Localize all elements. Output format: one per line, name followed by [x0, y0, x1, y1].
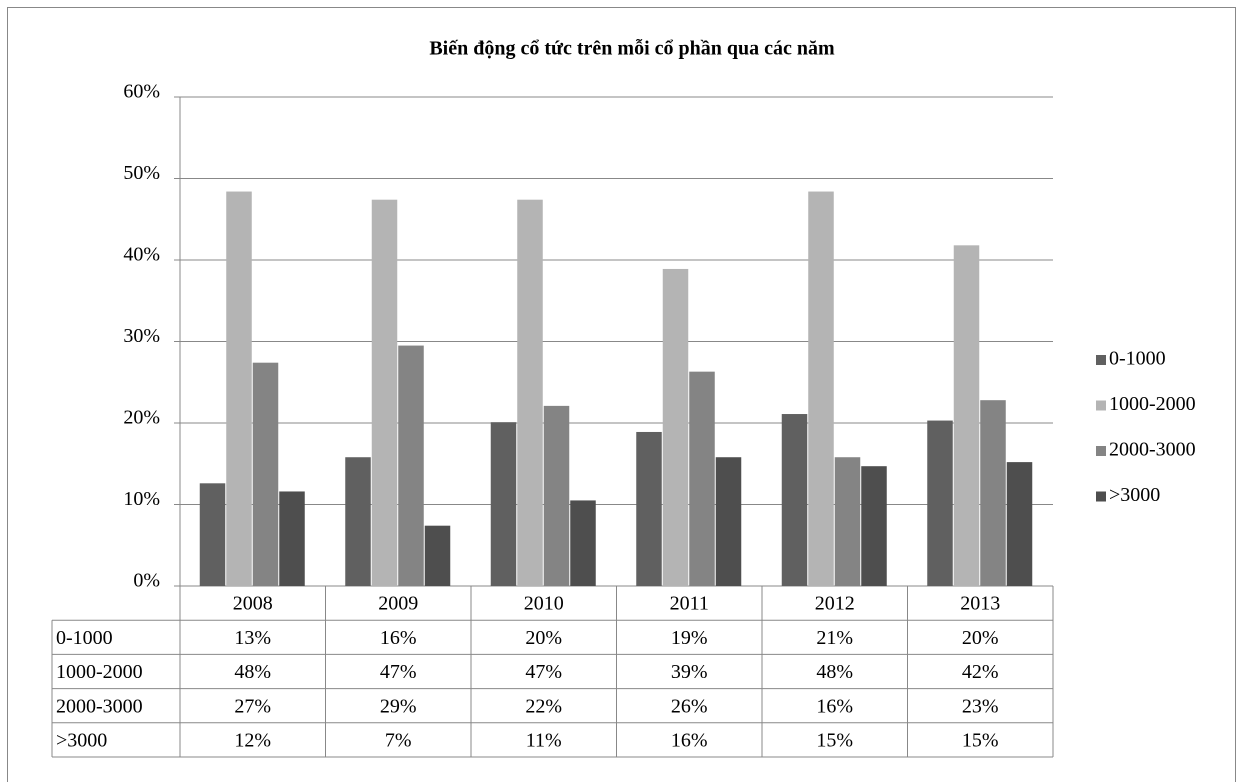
y-tick-label: 50%: [123, 162, 160, 184]
bar: [517, 199, 543, 586]
bar: [543, 405, 570, 586]
table-cell: 47%: [525, 661, 562, 683]
y-tick-label: 30%: [123, 325, 160, 347]
y-tick-label: 10%: [123, 488, 160, 510]
table-cell: 13%: [234, 627, 271, 649]
table-cell: 11%: [526, 729, 562, 751]
bar: [689, 371, 715, 586]
chart-title: Biến động cổ tức trên mỗi cổ phần qua cá…: [429, 38, 835, 60]
y-tick-label: 60%: [123, 81, 160, 103]
bar: [1006, 462, 1033, 586]
table-row-label: 2000-3000: [56, 695, 143, 717]
table-cell: 15%: [816, 729, 853, 751]
bar: [398, 345, 424, 586]
y-tick-label: 40%: [123, 244, 160, 266]
bar: [834, 457, 861, 586]
table-cell: 7%: [385, 729, 412, 751]
x-tick-label: 2009: [378, 593, 418, 615]
legend-label: 2000-3000: [1109, 439, 1196, 461]
x-tick-label: 2012: [815, 593, 855, 615]
bar: [927, 420, 953, 586]
x-tick-label: 2013: [960, 593, 1000, 615]
bar: [226, 191, 252, 587]
table-cell: 29%: [380, 695, 417, 717]
table-cell: 26%: [671, 695, 708, 717]
bar: [252, 362, 279, 586]
legend-label: 0-1000: [1109, 348, 1166, 370]
table-cell: 16%: [816, 695, 853, 717]
table-cell: 16%: [380, 627, 417, 649]
table-cell: 42%: [962, 661, 999, 683]
table-cell: 16%: [671, 729, 708, 751]
chart-border: [7, 7, 1236, 782]
bar: [980, 400, 1006, 586]
bar: [662, 268, 689, 586]
table-cell: 19%: [671, 627, 708, 649]
bar: [424, 525, 451, 586]
bar: [636, 431, 662, 586]
y-tick-label: 0%: [133, 570, 160, 592]
bar: [199, 483, 226, 586]
table-row-label: 0-1000: [56, 627, 113, 649]
bar: [279, 491, 305, 586]
legend-label: 1000-2000: [1109, 393, 1196, 415]
bar: [490, 422, 517, 586]
legend-swatch: [1096, 355, 1106, 365]
bar: [808, 191, 834, 587]
legend-swatch: [1096, 446, 1106, 456]
x-tick-label: 2010: [524, 593, 564, 615]
table-cell: 15%: [962, 729, 999, 751]
bar: [953, 245, 980, 586]
bar: [861, 466, 887, 586]
table-row-label: 1000-2000: [56, 661, 143, 683]
table-cell: 21%: [816, 627, 853, 649]
table-cell: 22%: [525, 695, 562, 717]
bar: [371, 199, 398, 586]
table-cell: 48%: [816, 661, 853, 683]
table-cell: 47%: [380, 661, 417, 683]
y-tick-label: 20%: [123, 407, 160, 429]
legend-label: >3000: [1109, 484, 1160, 506]
table-row-label: >3000: [56, 729, 107, 751]
bar: [570, 500, 596, 586]
table-cell: 20%: [525, 627, 562, 649]
legend-swatch: [1096, 400, 1106, 411]
table-cell: 48%: [234, 661, 271, 683]
x-tick-label: 2008: [233, 593, 273, 615]
legend-swatch: [1096, 491, 1106, 502]
bar: [715, 457, 742, 586]
table-cell: 27%: [234, 695, 271, 717]
bar: [781, 414, 808, 586]
table-cell: 12%: [234, 729, 271, 751]
x-tick-label: 2011: [670, 593, 709, 615]
table-cell: 39%: [671, 661, 708, 683]
table-cell: 20%: [962, 627, 999, 649]
table-cell: 23%: [962, 695, 999, 717]
bar: [345, 457, 371, 586]
